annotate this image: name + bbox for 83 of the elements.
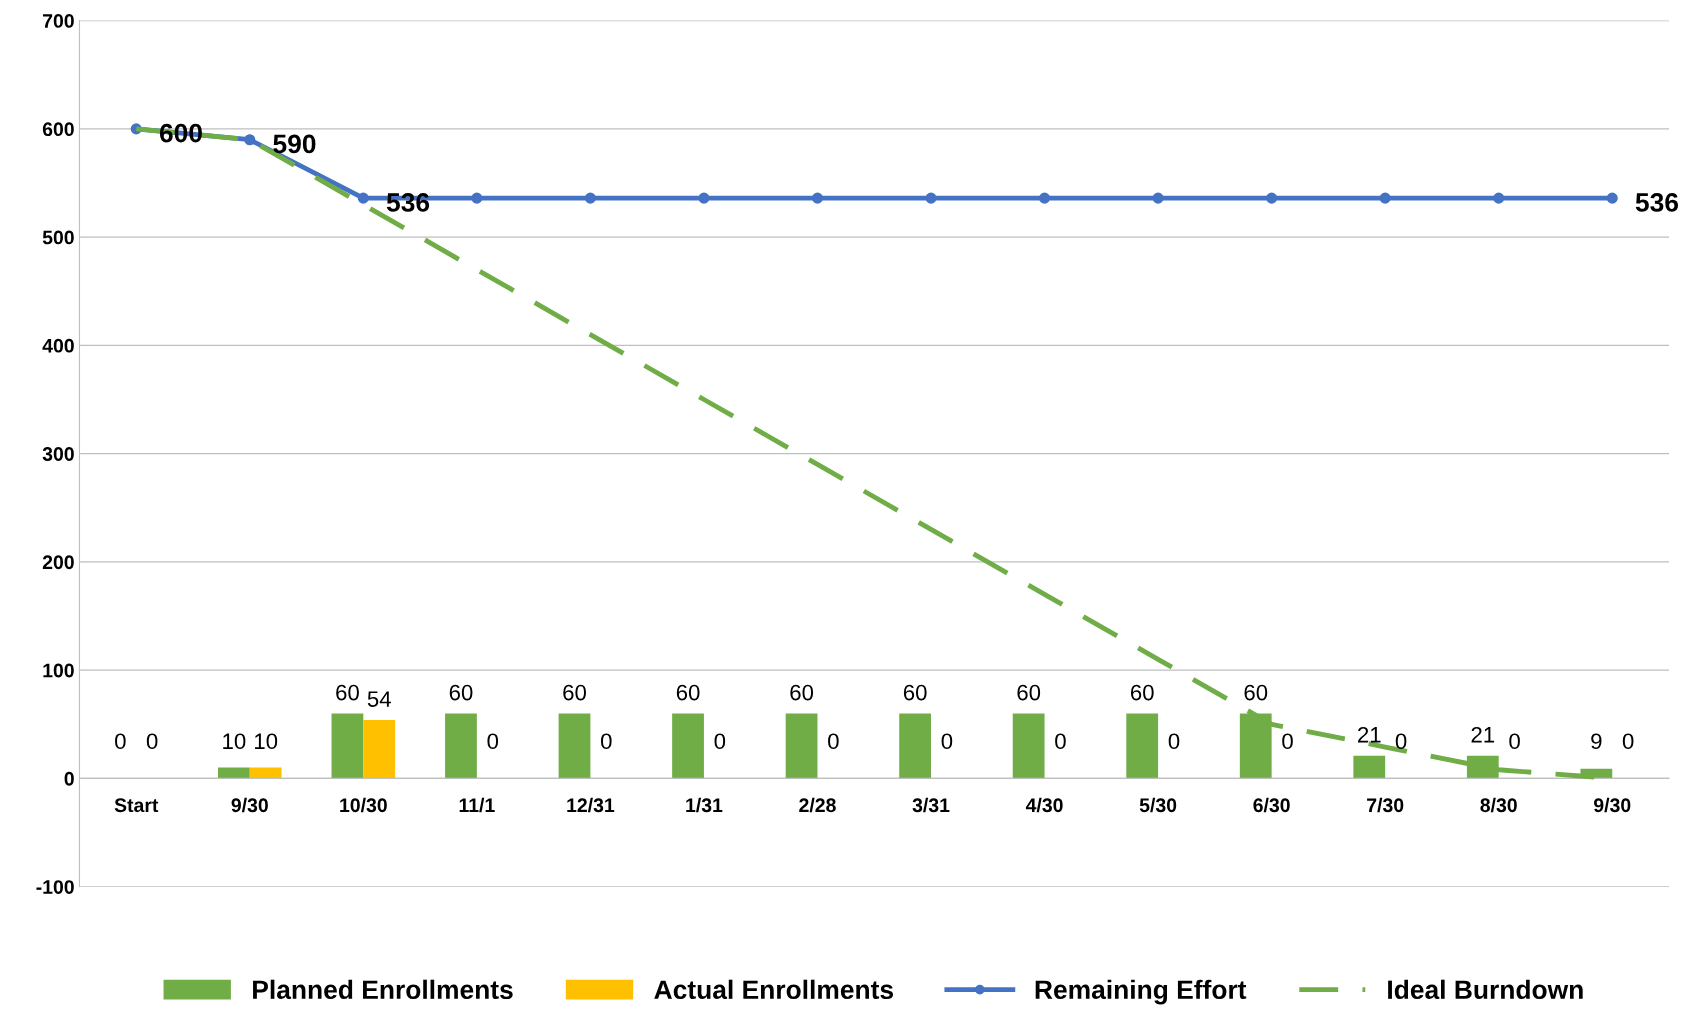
y-tick-label: 100: [43, 663, 74, 678]
data-label: 0: [1509, 733, 1520, 750]
point: [1379, 192, 1391, 204]
data-label: 0: [146, 733, 158, 750]
data-label: 0: [1055, 733, 1066, 750]
data-label: 0: [600, 733, 612, 750]
legend-label: Planned Enrollments: [253, 979, 513, 1000]
x-tick-label: 4/30: [1025, 797, 1063, 813]
bar: [1012, 713, 1045, 779]
data-label: 600: [159, 123, 202, 143]
y-tick-label: 300: [42, 447, 74, 461]
point: [1038, 192, 1051, 204]
point: [584, 192, 596, 204]
x-tick-label: 5/30: [1139, 797, 1177, 813]
data-label: 60: [336, 684, 359, 701]
point: [357, 192, 369, 204]
bar: [445, 713, 477, 779]
bar: [1126, 713, 1159, 779]
point: [471, 192, 483, 204]
bar: [1353, 755, 1386, 779]
y-tick-label: 400: [42, 338, 74, 353]
legend-label: Actual Enrollments: [654, 979, 894, 1000]
point: [698, 192, 710, 204]
x-tick-label: 8/30: [1480, 797, 1517, 813]
y-tick-label: 700: [43, 14, 74, 28]
data-label: 0: [941, 733, 953, 750]
data-label: 9: [1591, 733, 1602, 750]
bar: [217, 767, 250, 779]
y-tick-label: -100: [36, 880, 74, 894]
x-tick-label: 11/1: [459, 797, 495, 813]
x-tick-label: 3/31: [912, 797, 950, 813]
data-label: 54: [367, 691, 391, 707]
data-label: 60: [1244, 684, 1268, 701]
data-label: 590: [273, 134, 316, 154]
point: [1266, 192, 1278, 204]
x-tick-label: 7/30: [1367, 797, 1404, 813]
data-label: 0: [828, 733, 839, 750]
y-tick-label: 0: [64, 771, 74, 786]
data-label: 60: [676, 684, 700, 701]
data-label: 10: [223, 733, 246, 750]
x-tick-label: 6/30: [1253, 797, 1290, 813]
data-label: 60: [1130, 684, 1154, 701]
legend-label: Remaining Effort: [1035, 979, 1247, 1005]
point: [1606, 192, 1618, 204]
data-label: 0: [1622, 733, 1634, 750]
bar: [785, 713, 818, 779]
x-tick-label: 12/31: [567, 797, 615, 813]
bar: [331, 713, 364, 779]
bar: [363, 719, 396, 779]
data-label: 21: [1358, 726, 1381, 743]
x-tick-label: Start: [114, 798, 159, 813]
bar: [672, 713, 704, 779]
data-label: 536: [1635, 193, 1679, 212]
x-tick-label: 2/28: [799, 797, 836, 813]
data-label: 0: [487, 733, 499, 750]
data-label: 60: [563, 684, 586, 701]
y-tick-label: 600: [42, 122, 74, 137]
x-tick-label: 9/30: [231, 797, 268, 813]
data-label: 60: [1017, 684, 1041, 701]
x-tick-label: 1/31: [686, 797, 723, 813]
data-label: 0: [714, 733, 726, 750]
y-tick-label: 500: [42, 230, 74, 245]
data-label: 10: [255, 733, 278, 750]
point: [811, 192, 824, 204]
bar: [249, 767, 282, 779]
data-label: 60: [790, 684, 814, 701]
data-label: 60: [903, 684, 927, 701]
point: [925, 192, 937, 204]
data-label: 0: [1168, 733, 1180, 750]
bar: [558, 713, 591, 779]
point: [1152, 192, 1164, 204]
data-label: 0: [1282, 733, 1293, 750]
data-label: 0: [1395, 733, 1407, 750]
point: [1493, 192, 1505, 204]
y-tick-label: 200: [42, 555, 74, 570]
data-label: 21: [1471, 726, 1495, 743]
legend-label: Ideal Burndown: [1388, 979, 1583, 1000]
x-tick-label: 10/30: [340, 797, 387, 813]
data-label: 60: [449, 684, 473, 701]
point: [244, 134, 256, 146]
data-label: 0: [115, 733, 126, 750]
bar: [899, 713, 932, 779]
x-tick-label: 9/30: [1594, 797, 1631, 813]
